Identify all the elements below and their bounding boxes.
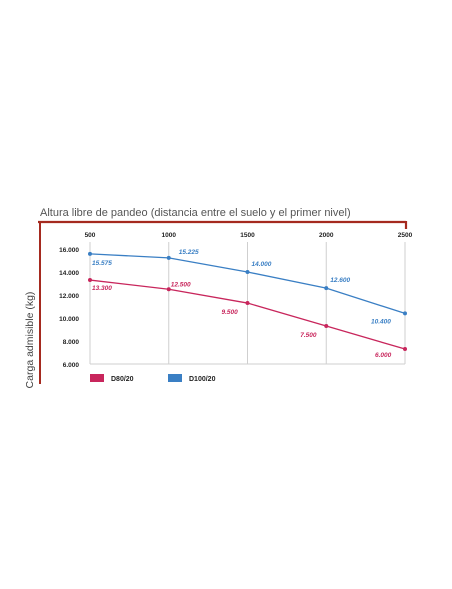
- x-axis-ticks: 500 1000 1500 2000 2500: [85, 232, 413, 239]
- data-point: [324, 324, 329, 329]
- data-label: 13.300: [92, 285, 112, 292]
- x-tick-label: 2000: [319, 232, 334, 239]
- data-label: 12.500: [171, 281, 191, 288]
- data-label: 15.575: [92, 260, 112, 267]
- x-tick-label: 1500: [240, 232, 255, 239]
- data-point: [403, 311, 407, 316]
- data-labels: 15.575 15.225 14.000 12.600 10.400 13.300 12.5…: [92, 249, 392, 359]
- data-label: 12.600: [330, 277, 350, 284]
- data-label: 15.225: [179, 249, 199, 256]
- y-tick-label: 16.000: [59, 247, 79, 254]
- legend-swatch: [90, 374, 104, 382]
- data-label: 10.400: [371, 318, 391, 325]
- legend-label: D100/20: [189, 376, 216, 383]
- legend: D80/20 D100/20: [90, 374, 216, 383]
- data-point: [166, 287, 171, 292]
- legend-label: D80/20: [111, 376, 134, 383]
- x-tick-label: 500: [85, 232, 96, 239]
- chart-title: Altura libre de pandeo (distancia entre …: [40, 207, 351, 219]
- data-point: [403, 347, 407, 352]
- series-lines: [88, 251, 407, 352]
- data-point: [88, 278, 92, 283]
- legend-swatch: [168, 374, 182, 382]
- data-label: 7.500: [300, 332, 317, 339]
- data-label: 14.000: [252, 261, 272, 268]
- y-tick-label: 6.000: [63, 362, 80, 369]
- y-tick-label: 10.000: [59, 316, 79, 323]
- y-tick-label: 14.000: [59, 270, 79, 277]
- x-tick-label: 2500: [398, 232, 413, 239]
- data-point: [88, 251, 92, 256]
- data-label: 6.000: [375, 352, 392, 359]
- y-axis-label: Carga admisible (kg): [24, 292, 36, 389]
- data-point: [324, 286, 329, 291]
- chart-frame: [38, 220, 408, 384]
- y-axis-ticks: 6.000 8.000 10.000 12.000 14.000 16.000: [59, 247, 79, 369]
- data-point: [166, 255, 171, 260]
- y-tick-label: 8.000: [63, 339, 80, 346]
- data-label: 9.500: [222, 309, 239, 316]
- data-point: [245, 270, 250, 274]
- x-tick-label: 1000: [162, 232, 177, 239]
- y-tick-label: 12.000: [59, 293, 79, 300]
- data-point: [245, 301, 250, 306]
